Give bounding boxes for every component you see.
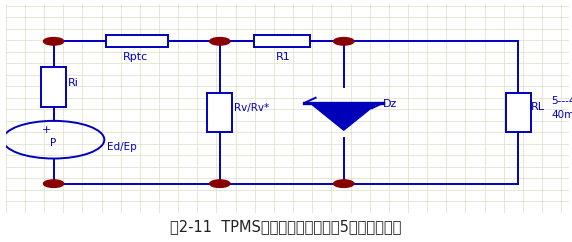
Text: 图2-11  TPMS汽车抛负载瞬态脉冲5试验等效电路: 图2-11 TPMS汽车抛负载瞬态脉冲5试验等效电路 [170,219,402,234]
Text: Dz: Dz [383,99,398,109]
Circle shape [333,180,354,187]
Text: Ri: Ri [68,78,79,88]
Text: 5---45V: 5---45V [551,96,572,106]
Bar [208,93,232,132]
Text: 40mA: 40mA [551,110,572,120]
Circle shape [43,180,63,187]
Text: RL: RL [531,102,545,112]
Bar [41,68,66,107]
Circle shape [333,38,354,45]
Bar [253,35,310,47]
Text: R1: R1 [276,52,291,62]
Text: Ed/Ep: Ed/Ep [107,142,137,152]
Circle shape [210,180,230,187]
Bar [506,93,531,132]
Text: Rv/Rv*: Rv/Rv* [235,103,269,113]
Circle shape [43,38,63,45]
Circle shape [210,38,230,45]
Text: +: + [42,125,51,135]
Polygon shape [310,103,378,130]
Text: P: P [50,138,57,148]
Text: Rptc: Rptc [122,52,148,62]
Bar [106,35,168,47]
